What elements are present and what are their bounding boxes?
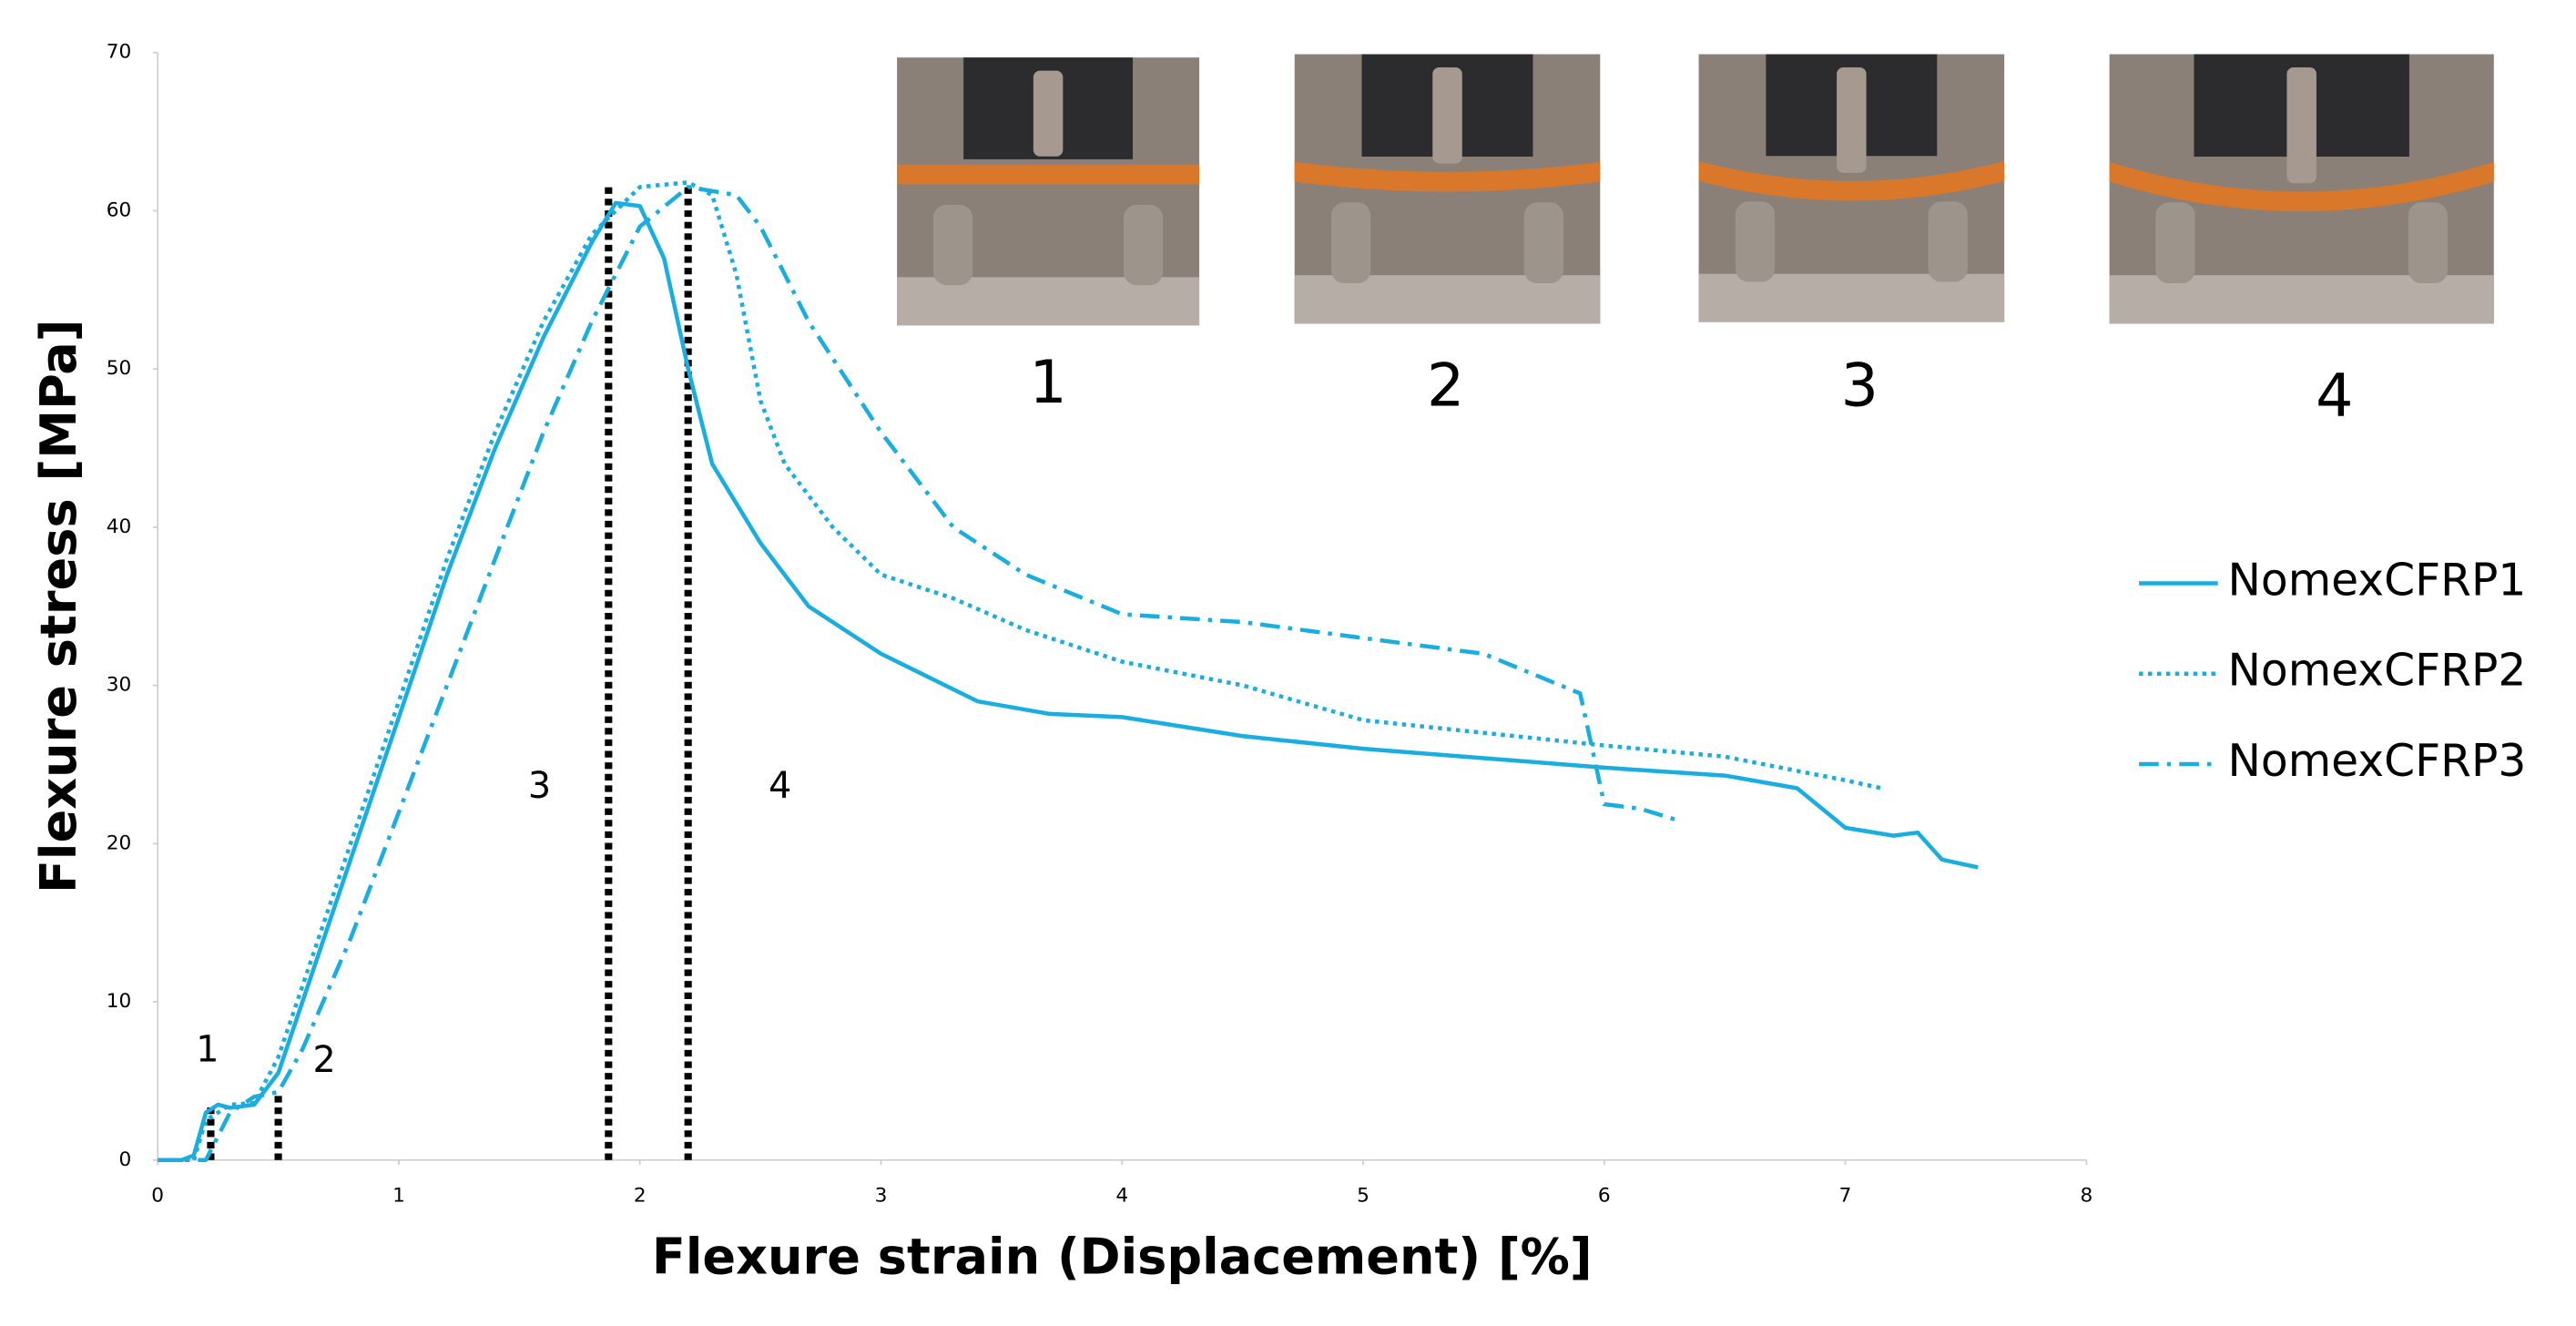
x-axis-title: Flexure strain (Displacement) [%] xyxy=(652,1228,1593,1285)
photo-support xyxy=(1523,202,1564,284)
photo-caption: 4 xyxy=(2316,362,2353,430)
photo-plunger xyxy=(1837,66,1867,173)
photo-plunger xyxy=(1432,66,1462,164)
marker-label: 3 xyxy=(528,765,551,807)
photo-support xyxy=(1330,202,1371,284)
y-tick-label: 20 xyxy=(107,831,132,854)
y-axis-title: Flexure stress [MPa] xyxy=(30,319,87,893)
x-tick-label: 3 xyxy=(875,1184,888,1207)
series-line xyxy=(158,180,1882,1163)
series-line xyxy=(158,185,1677,1163)
legend-label: NomexCFRP2 xyxy=(2228,646,2527,697)
x-tick-label: 1 xyxy=(392,1184,405,1207)
x-tick-label: 2 xyxy=(634,1184,647,1207)
photo-specimen xyxy=(2109,161,2494,212)
photo-support xyxy=(932,204,973,286)
photo-support xyxy=(1123,204,1164,286)
y-tick-label: 50 xyxy=(107,357,132,380)
photo xyxy=(1294,54,1601,324)
series-line xyxy=(158,200,1979,1163)
x-tick-label: 4 xyxy=(1115,1184,1128,1207)
photo-support xyxy=(2408,202,2449,284)
marker-label: 1 xyxy=(196,1029,219,1071)
photo-support xyxy=(1735,201,1776,282)
photo xyxy=(897,57,1200,326)
legend-label: NomexCFRP3 xyxy=(2228,736,2527,787)
x-tick-label: 5 xyxy=(1357,1184,1369,1207)
y-tick-label: 0 xyxy=(119,1148,132,1171)
y-tick-label: 60 xyxy=(107,199,132,221)
photo xyxy=(2109,54,2494,324)
photo-caption: 1 xyxy=(1029,349,1066,417)
photo xyxy=(1698,54,2005,322)
y-tick-label: 70 xyxy=(107,41,132,64)
photo-caption: 2 xyxy=(1427,352,1464,421)
x-tick-label: 7 xyxy=(1839,1184,1852,1207)
marker-label: 4 xyxy=(769,765,791,807)
marker-label: 2 xyxy=(312,1039,335,1081)
y-tick-label: 40 xyxy=(107,515,132,538)
photo-support xyxy=(2155,202,2195,284)
x-tick-label: 6 xyxy=(1598,1184,1611,1207)
y-tick-label: 30 xyxy=(107,674,132,697)
photo-support xyxy=(1928,201,1968,282)
x-tick-label: 8 xyxy=(2080,1184,2092,1207)
photo-specimen xyxy=(1294,161,1601,192)
photo-caption: 3 xyxy=(1841,352,1879,421)
x-tick-label: 0 xyxy=(151,1184,164,1207)
photo-plunger xyxy=(2286,66,2316,184)
y-tick-label: 10 xyxy=(107,990,132,1013)
photo-specimen xyxy=(1698,161,2005,201)
photo-plunger xyxy=(1033,70,1064,157)
legend-label: NomexCFRP1 xyxy=(2228,555,2527,606)
photo-specimen xyxy=(897,164,1200,185)
